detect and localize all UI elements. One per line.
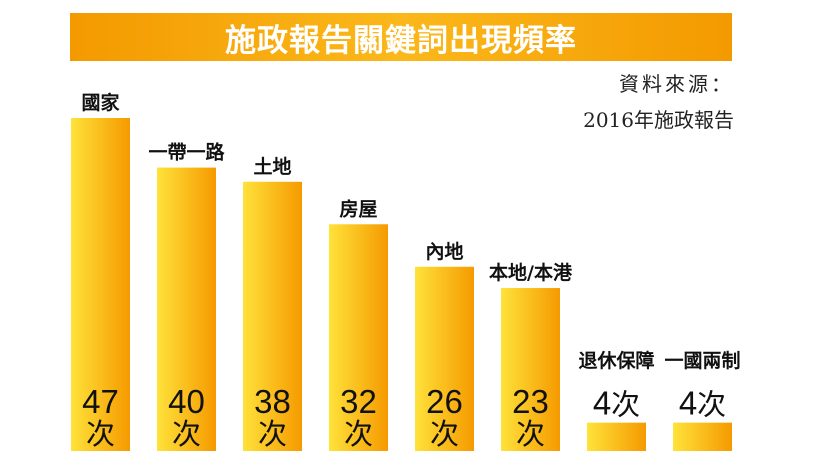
chart-title: 施政報告關鍵詞出現頻率	[225, 22, 577, 59]
value-label: 38	[254, 383, 291, 420]
category-label: 國家	[81, 91, 120, 114]
category-label: 本地/本港	[489, 261, 573, 284]
source-label: 資料來源：	[619, 72, 734, 96]
value-label: 47	[82, 383, 119, 420]
value-unit-label: 次	[172, 417, 201, 451]
source-value: 2016年施政報告	[583, 108, 734, 132]
value-label: 40	[168, 383, 205, 420]
value-unit-label: 次	[516, 417, 545, 451]
value-label: 32	[340, 383, 377, 420]
category-label: 退休保障	[578, 349, 654, 372]
chart-title-bar: 施政報告關鍵詞出現頻率	[70, 13, 732, 61]
category-label: 一帶一路	[148, 141, 225, 164]
bar-7	[673, 422, 732, 451]
value-label: 4次	[593, 385, 640, 422]
bar-6	[587, 422, 646, 451]
bar-3	[329, 224, 388, 451]
category-label: 一國兩制	[664, 349, 740, 372]
value-label: 26	[426, 383, 463, 420]
value-unit-label: 次	[258, 417, 287, 451]
value-unit-label: 次	[430, 417, 459, 451]
value-unit-label: 次	[86, 417, 115, 451]
value-label: 4次	[679, 385, 726, 422]
bar-1	[157, 167, 216, 451]
value-label: 23	[512, 383, 549, 420]
bar-2	[243, 181, 302, 451]
value-unit-label: 次	[344, 417, 373, 451]
category-label: 內地	[425, 240, 463, 263]
category-label: 土地	[253, 155, 291, 178]
bar-4	[415, 266, 474, 451]
category-label: 房屋	[339, 197, 377, 220]
bar-5	[501, 288, 560, 451]
bar-0	[71, 118, 130, 451]
